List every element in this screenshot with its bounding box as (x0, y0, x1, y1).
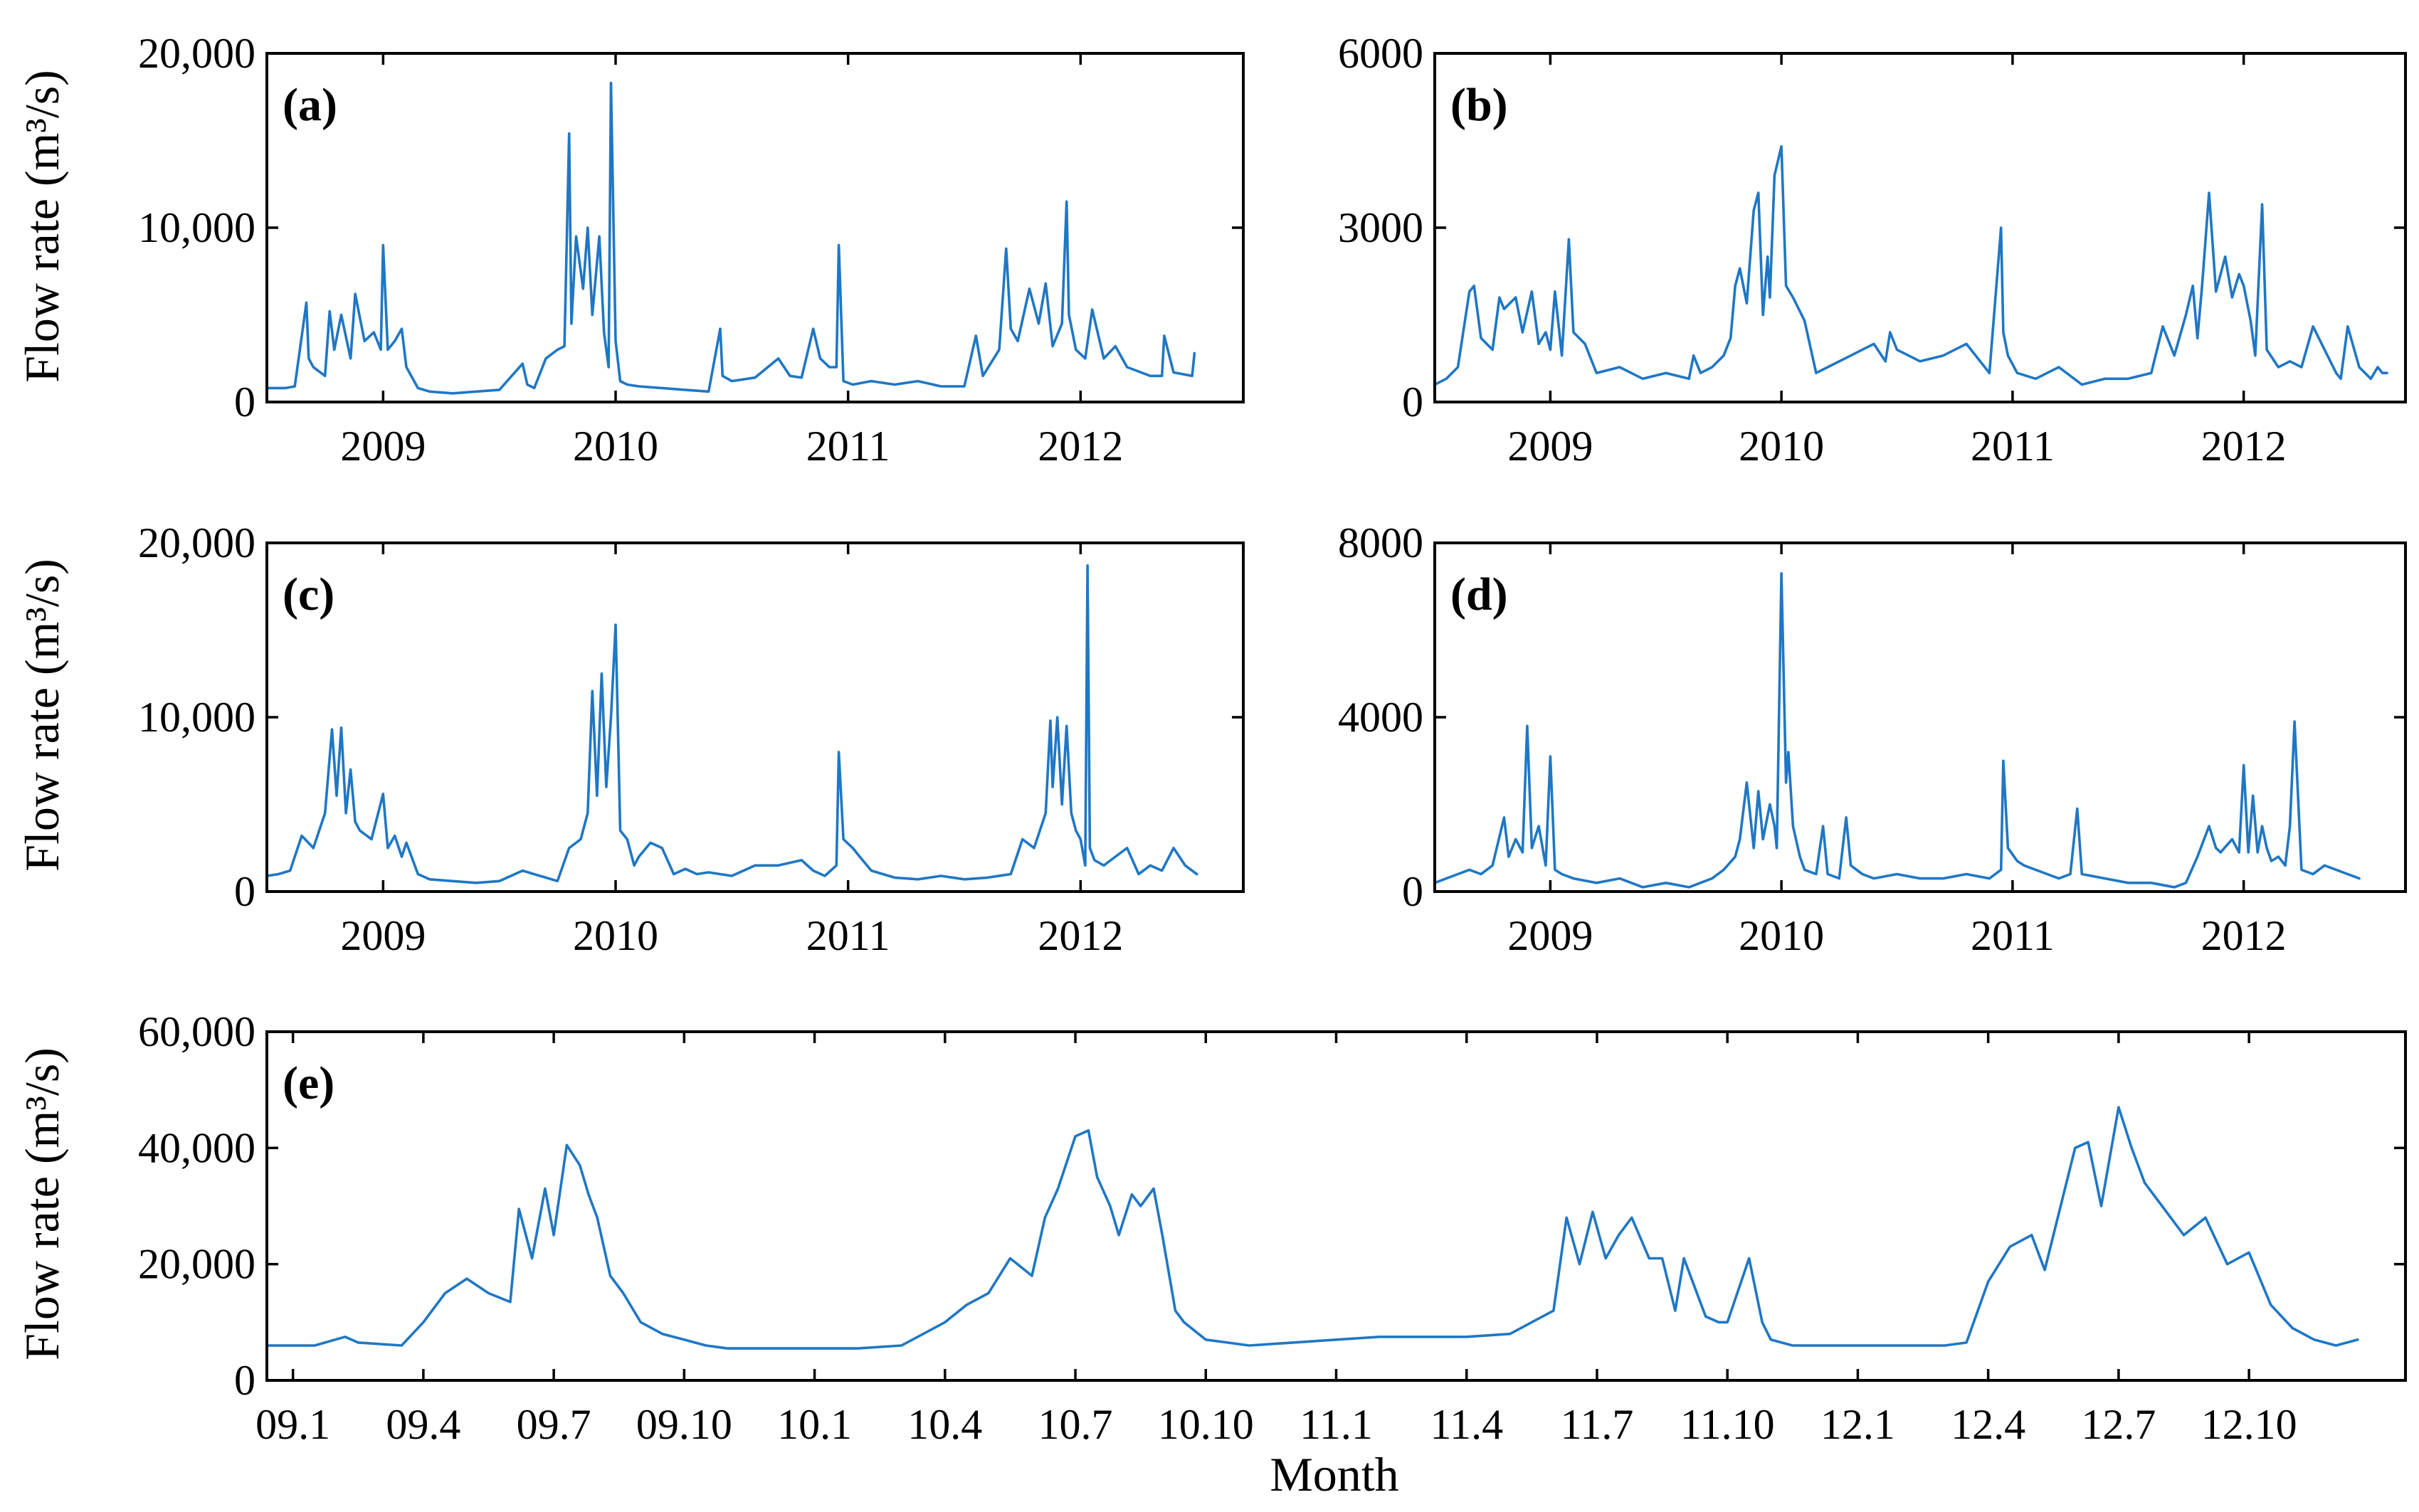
x-tick-label: 2009 (340, 423, 426, 470)
panel-label: (b) (1450, 79, 1508, 131)
x-tick-label: 12.7 (2081, 1401, 2156, 1448)
plot-frame (265, 1030, 2407, 1382)
panel-d: 0 4000 8000 2009 2010 2011 2012 (d) (1338, 519, 2407, 959)
panel-label: (e) (283, 1057, 334, 1109)
x-tick-label: 2012 (1038, 423, 1123, 470)
panel-e: 0 20,000 40,000 60,000 09.1 09.4 09.7 09.10 10.1… (138, 1008, 2407, 1448)
panel-c: 0 10,000 20,000 2009 2010 2011 2012 (c) (138, 519, 1245, 959)
y-axis-title-bottom: Flow rate (m³/s) (15, 1047, 69, 1360)
y-tick-label: 4000 (1338, 694, 1423, 741)
x-tick-label: 09.4 (386, 1401, 460, 1448)
panel-b: 0 3000 6000 2009 2010 2011 2012 (b) (1338, 30, 2407, 470)
x-tick-label: 11.7 (1561, 1401, 1634, 1448)
y-tick-label: 20,000 (138, 30, 255, 77)
x-tick-label: 12.10 (2201, 1401, 2297, 1448)
x-tick-label: 2012 (1038, 912, 1123, 959)
plot-frame (265, 52, 1245, 403)
y-tick-label: 0 (234, 1357, 255, 1404)
panel-label: (d) (1450, 569, 1508, 620)
y-tick-label: 6000 (1338, 30, 1423, 77)
x-tick-label: 2009 (1507, 423, 1593, 470)
panel-label: (a) (283, 79, 337, 131)
x-tick-label: 2010 (573, 912, 658, 959)
x-tick-label: 10.4 (907, 1401, 982, 1448)
x-tick-label: 10.7 (1038, 1401, 1113, 1448)
y-tick-label: 40,000 (138, 1124, 255, 1171)
x-tick-label: 09.1 (255, 1401, 330, 1448)
series-line-1 (265, 1106, 2359, 1350)
x-tick-label: 12.1 (1820, 1401, 1895, 1448)
x-tick-label: 2011 (1971, 423, 2055, 470)
y-axis-title-middle: Flow rate (m³/s) (15, 559, 69, 872)
x-tick-label: 2010 (573, 423, 658, 470)
plot-frame (265, 541, 1245, 893)
x-tick-label: 09.7 (517, 1401, 591, 1448)
x-tick-label: 2010 (1739, 912, 1824, 959)
y-tick-label: 8000 (1338, 519, 1423, 566)
y-tick-label: 20,000 (138, 1241, 255, 1288)
y-tick-label: 0 (234, 868, 255, 915)
x-tick-label: 11.4 (1430, 1401, 1503, 1448)
y-tick-label: 60,000 (138, 1008, 255, 1055)
series-line-1 (265, 564, 1198, 884)
series-line-1 (265, 81, 1196, 395)
x-tick-label: 2011 (806, 423, 890, 470)
x-tick-label: 2012 (2201, 423, 2287, 470)
x-tick-label: 2011 (1971, 912, 2055, 959)
y-tick-label: 10,000 (138, 204, 255, 251)
y-tick-label: 20,000 (138, 519, 255, 566)
y-tick-label: 3000 (1338, 204, 1423, 251)
series-line-1 (1433, 144, 2388, 386)
x-tick-label: 10.1 (777, 1401, 852, 1448)
series-line-1 (1433, 572, 2361, 889)
panel-label: (c) (283, 569, 334, 620)
x-tick-label: 11.10 (1680, 1401, 1775, 1448)
y-axis-title-top: Flow rate (m³/s) (15, 70, 69, 383)
x-tick-label: 2009 (1507, 912, 1593, 959)
x-tick-label: 2009 (340, 912, 426, 959)
y-tick-label: 10,000 (138, 694, 255, 741)
x-tick-label: 12.4 (1951, 1401, 2025, 1448)
panel-a: 0 10,000 20,000 2009 2010 2011 2012 (a) (138, 30, 1245, 470)
y-tick-label: 0 (1402, 379, 1423, 425)
y-tick-label: 0 (1402, 868, 1423, 915)
x-tick-label: 10.10 (1158, 1401, 1254, 1448)
x-tick-label: 2012 (2201, 912, 2287, 959)
x-axis-title-month: Month (1270, 1447, 1398, 1501)
x-tick-label: 09.10 (636, 1401, 732, 1448)
x-tick-label: 2010 (1739, 423, 1824, 470)
x-tick-label: 11.1 (1300, 1401, 1373, 1448)
y-tick-label: 0 (234, 379, 255, 425)
x-tick-label: 2011 (806, 912, 890, 959)
